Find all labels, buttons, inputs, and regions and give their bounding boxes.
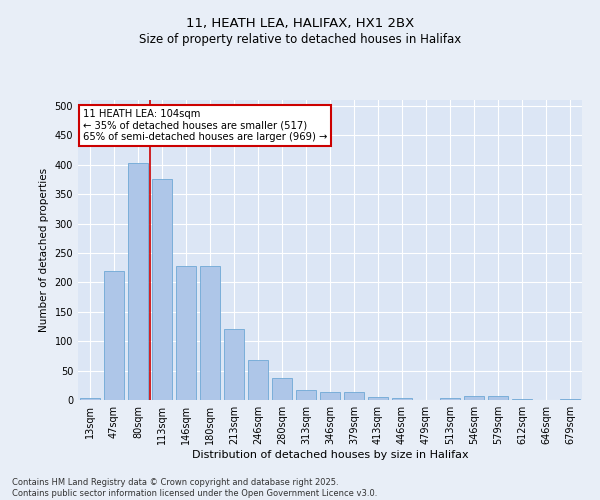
Text: 11, HEATH LEA, HALIFAX, HX1 2BX: 11, HEATH LEA, HALIFAX, HX1 2BX: [186, 18, 414, 30]
Text: 11 HEATH LEA: 104sqm
← 35% of detached houses are smaller (517)
65% of semi-deta: 11 HEATH LEA: 104sqm ← 35% of detached h…: [83, 109, 328, 142]
Bar: [392, 398, 412, 400]
Bar: [464, 396, 484, 400]
Bar: [440, 398, 460, 400]
Bar: [488, 396, 508, 400]
Bar: [272, 378, 292, 400]
Bar: [224, 330, 244, 400]
Bar: [104, 270, 124, 400]
Bar: [320, 392, 340, 400]
Bar: [296, 390, 316, 400]
Text: Contains HM Land Registry data © Crown copyright and database right 2025.
Contai: Contains HM Land Registry data © Crown c…: [12, 478, 377, 498]
Bar: [152, 180, 172, 400]
X-axis label: Distribution of detached houses by size in Halifax: Distribution of detached houses by size …: [191, 450, 469, 460]
Bar: [368, 397, 388, 400]
Text: Size of property relative to detached houses in Halifax: Size of property relative to detached ho…: [139, 32, 461, 46]
Bar: [248, 360, 268, 400]
Bar: [176, 266, 196, 400]
Bar: [200, 266, 220, 400]
Bar: [80, 398, 100, 400]
Bar: [128, 163, 148, 400]
Y-axis label: Number of detached properties: Number of detached properties: [39, 168, 49, 332]
Bar: [344, 392, 364, 400]
